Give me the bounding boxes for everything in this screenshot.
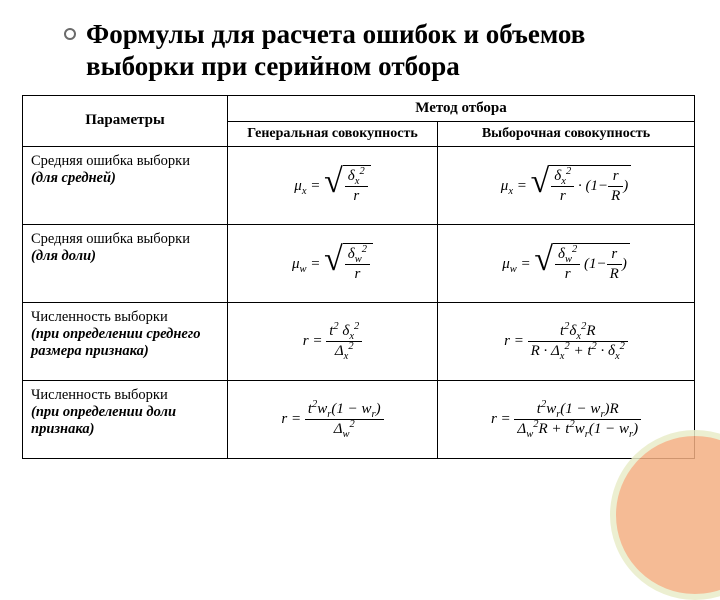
formula-r3-general: r = t2 δx2 Δx2 — [228, 302, 438, 380]
title-block: Формулы для расчета ошибок и объемов выб… — [22, 18, 698, 83]
bullet-icon — [64, 28, 76, 40]
table-row: Численность выборки (при определении сре… — [23, 302, 695, 380]
formula-r2-sample: μw = √ δw2 r (1 − r R ) — [438, 224, 695, 302]
table-row: Средняя ошибка выборки (для средней) μx … — [23, 146, 695, 224]
param-mean-error-share: Средняя ошибка выборки (для доли) — [23, 224, 228, 302]
header-params: Параметры — [23, 95, 228, 146]
header-sample: Выборочная совокупность — [438, 121, 695, 146]
formula-r1-sample: μx = √ δx2 r · (1 − r R ) — [438, 146, 695, 224]
formula-r4-general: r = t2wr(1 − wr) Δw2 — [228, 380, 438, 458]
formula-r1-general: μx = √ δx2 r — [228, 146, 438, 224]
param-mean-error-mean: Средняя ошибка выборки (для средней) — [23, 146, 228, 224]
slide-title: Формулы для расчета ошибок и объемов выб… — [86, 18, 698, 83]
table-row: Средняя ошибка выборки (для доли) μw = √… — [23, 224, 695, 302]
param-size-share: Численность выборки (при определении дол… — [23, 380, 228, 458]
header-general: Генеральная совокупность — [228, 121, 438, 146]
param-size-mean: Численность выборки (при определении сре… — [23, 302, 228, 380]
formula-r3-sample: r = t2δx2R R · Δx2 + t2 · δx2 — [438, 302, 695, 380]
formula-r2-general: μw = √ δw2 r — [228, 224, 438, 302]
table-row: Численность выборки (при определении дол… — [23, 380, 695, 458]
formula-table: Параметры Метод отбора Генеральная совок… — [22, 95, 695, 459]
header-method: Метод отбора — [228, 95, 695, 121]
